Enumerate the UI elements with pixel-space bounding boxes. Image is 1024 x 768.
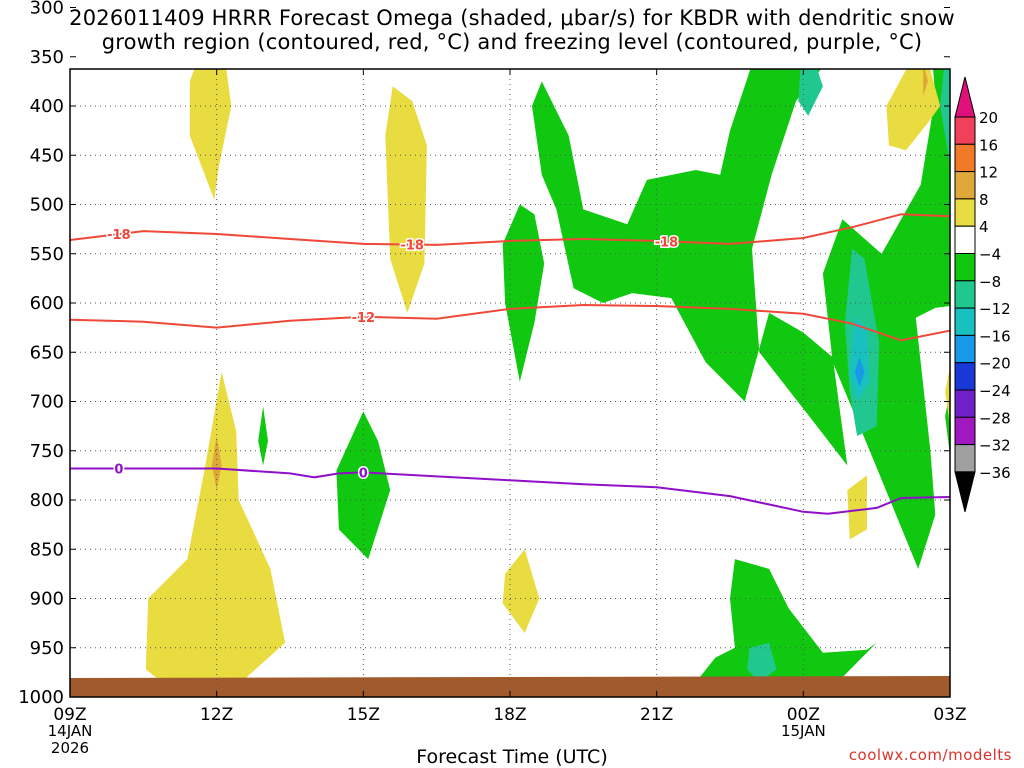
y-tick-label: 500 [30,195,64,216]
x-tick-label: 18Z [493,705,526,725]
contour-label: -18 [107,228,131,243]
colorbar-top-arrow [954,76,976,118]
colorbar-segment [954,198,976,227]
colorbar-label: −8 [979,273,1001,291]
credit-text: coolwx.com/modelts [848,746,1012,764]
omega-region-m16 [854,357,865,387]
omega-region-m4 [532,69,848,466]
y-tick-label: 950 [30,638,64,659]
colorbar-segment [954,171,976,200]
colorbar-label: −24 [979,382,1011,400]
colorbar-segment [954,143,976,173]
contour-label: 0 [114,462,123,477]
omega-region-m8 [798,69,823,116]
omega-region-4 [385,86,427,313]
colorbar-segment [954,334,976,364]
omega-region-8 [923,69,928,97]
colorbar-segment [954,280,976,309]
colorbar-segment [954,416,976,446]
x-tick-date-label: 14JAN [48,722,93,740]
y-tick-label: 650 [30,342,64,363]
x-tick-label: 09Z [53,705,86,725]
colorbar-label: −12 [979,300,1011,318]
omega-region-4 [847,475,867,540]
colorbar-segment [954,362,976,391]
omega-region-m8 [940,69,950,166]
colorbar-label: 12 [979,164,998,182]
omega-region-4 [945,367,950,427]
colorbar-label: −32 [979,437,1011,455]
x-tick-date-label: 15JAN [781,722,826,740]
colorbar-bottom-arrow [954,471,976,513]
omega-shading-group: -18 -18 -18 -12 0 0 [70,0,950,697]
contour-line-m18 [70,213,950,246]
omega-region-4 [502,549,540,633]
contour-label: -18 [400,239,424,254]
contour-line-0 [70,467,950,515]
colorbar-label: 20 [979,109,998,127]
omega-region-m4 [822,69,950,569]
ground-band [70,676,950,697]
colorbar-label: −28 [979,409,1011,427]
x-axis-title: Forecast Time (UTC) [416,746,608,768]
y-tick-label: 350 [30,47,64,68]
omega-region-m4 [502,204,545,382]
y-tick-label: 750 [30,441,64,462]
contour-line-m12 [70,303,950,342]
colorbar-label: −4 [979,246,1001,264]
colorbar-label: 8 [979,191,989,209]
chart-title: 2026011409 HRRR Forecast Omega (shaded, … [69,6,955,54]
y-tick-label: 700 [30,392,64,413]
omega-region-m4 [336,411,391,560]
x-tick-label: 03Z [933,705,966,725]
y-tick-label: 800 [30,490,64,511]
colorbar-segment [954,253,976,282]
colorbar-segment [954,389,976,418]
omega-region-m8 [747,642,777,683]
x-tick-label: 15Z [347,705,380,725]
x-tick-label: 00Z [787,705,820,725]
y-tick-label: 300 [30,0,64,19]
colorbar-label: −16 [979,327,1011,345]
colorbar-segment [954,225,976,254]
colorbar-label: 16 [979,136,998,154]
omega-region-4 [145,372,286,695]
omega-region-4 [189,69,232,200]
omega-region-m4 [646,559,877,697]
colorbar-label: −20 [979,355,1011,373]
x-tick-year-label: 2026 [51,739,89,757]
omega-region-4 [886,69,941,151]
x-tick-label: 12Z [200,705,233,725]
y-tick-label: 900 [30,589,64,610]
contour-label: 0 [359,466,368,481]
omega-region-m4 [97,0,119,57]
colorbar-segment [954,307,976,336]
colorbar-label: −36 [979,464,1011,482]
y-tick-label: 550 [30,244,64,265]
omega-region-8 [211,436,222,491]
y-tick-label: 450 [30,145,64,166]
y-tick-label: 400 [30,96,64,117]
colorbar-segment [954,116,976,145]
contour-label: -18 [655,235,679,250]
contour-label: -12 [352,311,376,326]
y-tick-label: 1000 [18,687,64,708]
colorbar-segment [954,444,976,473]
colorbar-label: 4 [979,218,989,236]
x-tick-label: 21Z [640,705,673,725]
y-tick-label: 850 [30,539,64,560]
y-tick-label: 600 [30,293,64,314]
